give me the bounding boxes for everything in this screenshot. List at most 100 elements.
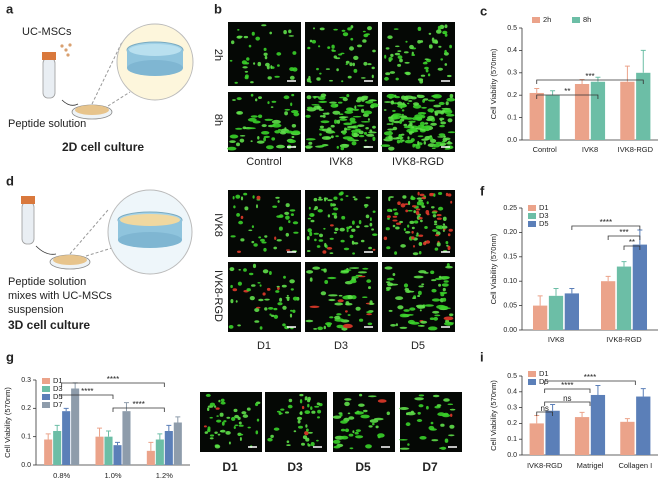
significance-label: **** bbox=[600, 218, 612, 227]
bar bbox=[574, 417, 590, 455]
bar bbox=[564, 293, 580, 330]
cell bbox=[358, 220, 362, 225]
cell bbox=[400, 203, 406, 208]
cell bbox=[238, 433, 244, 436]
cell bbox=[417, 135, 424, 138]
cell bbox=[262, 269, 269, 274]
cell bbox=[349, 46, 354, 51]
cell bbox=[447, 131, 456, 134]
cell bbox=[292, 67, 298, 72]
bar bbox=[532, 305, 548, 330]
cell bbox=[250, 140, 253, 143]
error-bar bbox=[595, 76, 601, 82]
cell bbox=[440, 118, 443, 122]
cell bbox=[413, 210, 417, 214]
cell bbox=[344, 110, 354, 114]
cell bbox=[324, 280, 329, 284]
cell bbox=[359, 318, 364, 322]
micrograph bbox=[228, 22, 301, 86]
cell bbox=[219, 430, 223, 433]
cell bbox=[311, 104, 320, 106]
cell bbox=[229, 140, 236, 144]
cell bbox=[432, 94, 442, 99]
cell bbox=[252, 195, 255, 199]
cell bbox=[417, 140, 420, 145]
cell bbox=[327, 46, 331, 49]
y-tick-label: 0.1 bbox=[507, 436, 517, 443]
cell bbox=[317, 416, 320, 419]
cell bbox=[388, 309, 393, 312]
cell bbox=[351, 132, 354, 136]
cell bbox=[292, 309, 296, 313]
legend-label: D5 bbox=[539, 219, 549, 228]
cell bbox=[354, 411, 365, 415]
cell bbox=[346, 107, 354, 111]
cell bbox=[432, 229, 438, 232]
cell bbox=[288, 35, 294, 37]
cell bbox=[389, 71, 396, 74]
cell bbox=[313, 27, 315, 30]
cell bbox=[392, 208, 397, 211]
cell bbox=[249, 296, 255, 301]
cell bbox=[306, 250, 311, 252]
cell bbox=[396, 139, 401, 144]
cell bbox=[236, 97, 242, 101]
cell bbox=[321, 136, 332, 140]
cell bbox=[430, 122, 437, 126]
cell bbox=[402, 139, 405, 142]
cell bbox=[221, 421, 225, 426]
cell bbox=[284, 211, 290, 215]
cell bbox=[433, 104, 442, 108]
cell bbox=[390, 100, 394, 105]
bar bbox=[71, 388, 80, 465]
cell bbox=[393, 120, 401, 124]
cell bbox=[420, 320, 428, 324]
cell bbox=[388, 57, 393, 61]
cell bbox=[390, 53, 394, 58]
cell bbox=[427, 108, 435, 113]
cell bbox=[349, 117, 356, 122]
cell bbox=[397, 104, 407, 108]
cell bbox=[431, 211, 438, 214]
cell bbox=[336, 145, 339, 149]
cell bbox=[386, 286, 392, 290]
cell bbox=[386, 93, 396, 99]
cell bbox=[363, 409, 368, 413]
error-bar bbox=[166, 424, 172, 431]
cell bbox=[356, 104, 365, 107]
cell bbox=[429, 317, 435, 321]
cell bbox=[418, 242, 423, 246]
cell bbox=[418, 199, 424, 202]
cell bbox=[372, 422, 375, 426]
cell bbox=[386, 246, 391, 250]
cell bbox=[342, 323, 353, 329]
x-tick-label: IVK8-RGD bbox=[527, 461, 563, 470]
cell bbox=[305, 424, 308, 428]
cell bbox=[352, 115, 362, 118]
error-bar bbox=[63, 407, 69, 412]
cell bbox=[427, 99, 436, 102]
cell bbox=[389, 196, 394, 198]
cell bbox=[385, 281, 391, 283]
cell bbox=[343, 122, 353, 126]
cell bbox=[434, 220, 438, 224]
bar bbox=[574, 84, 590, 140]
cell bbox=[331, 212, 338, 216]
y-tick-label: 0.3 bbox=[507, 70, 517, 77]
cell bbox=[308, 141, 313, 145]
cell bbox=[357, 124, 365, 127]
cell bbox=[309, 39, 313, 43]
cell bbox=[336, 313, 342, 316]
cell bbox=[336, 68, 339, 72]
cell bbox=[320, 120, 330, 124]
cell bbox=[445, 101, 449, 106]
cell bbox=[279, 297, 283, 302]
legend-swatch bbox=[528, 221, 536, 227]
cell bbox=[444, 33, 448, 37]
cell bbox=[263, 52, 268, 56]
cell bbox=[351, 228, 356, 232]
cell bbox=[319, 72, 322, 75]
cell bbox=[269, 31, 273, 35]
cell bbox=[409, 321, 420, 325]
cell bbox=[282, 305, 287, 310]
